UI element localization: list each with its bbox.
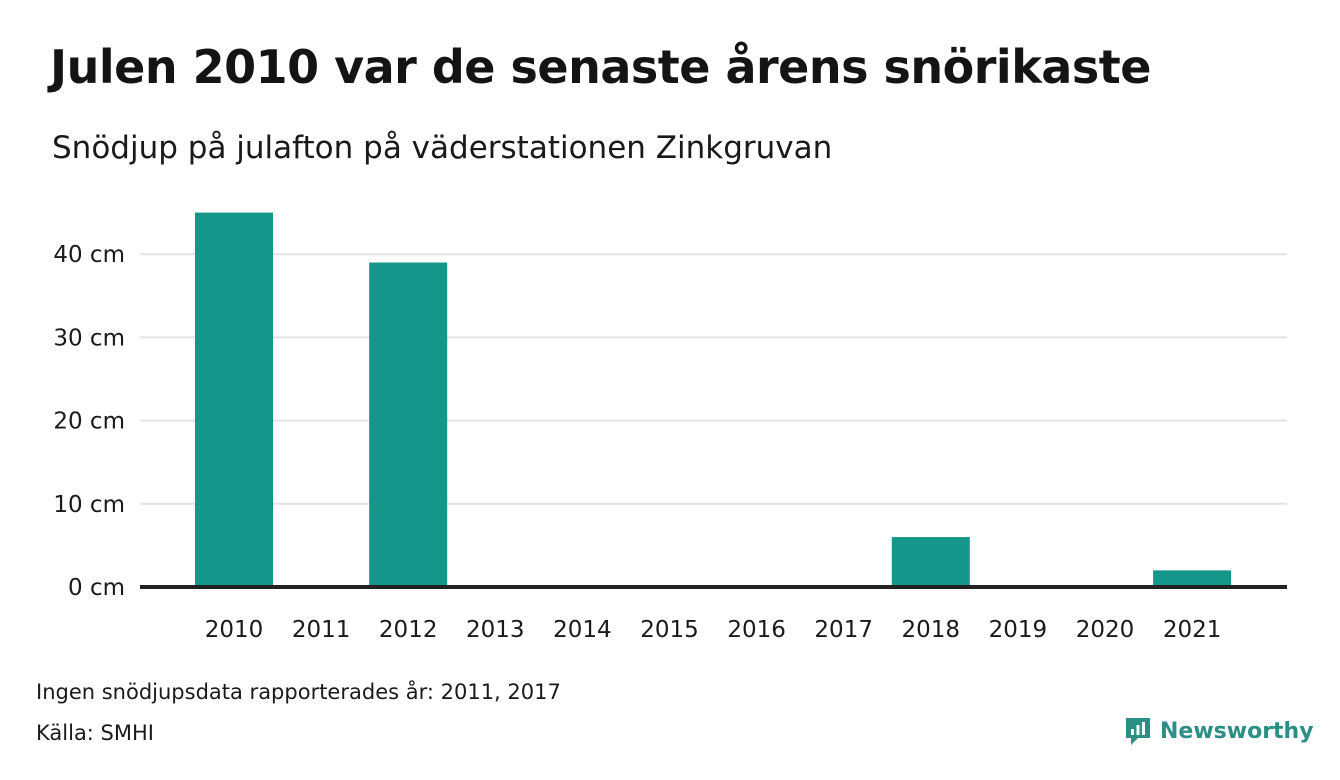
gridlines: [140, 253, 1287, 505]
y-tick-label: 30 cm: [53, 325, 125, 351]
bar-2012: [369, 262, 448, 587]
x-axis-tick-labels: 2010 2011 2012 2013 2014 2015 2016 2017 2018 2019…: [205, 617, 1222, 643]
x-tick-label: 2015: [640, 617, 699, 643]
x-tick-label: 2020: [1076, 617, 1135, 643]
y-tick-label: 40 cm: [53, 242, 125, 268]
x-tick-label: 2010: [205, 617, 264, 643]
x-tick-label: 2016: [727, 617, 786, 643]
x-tick-label: 2011: [292, 617, 351, 643]
y-axis-tick-labels: 0 cm 10 cm 20 cm 30 cm 40 cm: [53, 242, 125, 601]
missing-data-note: Ingen snödjupsdata rapporterades år: 201…: [36, 680, 561, 704]
y-tick-label: 20 cm: [53, 409, 125, 435]
x-tick-label: 2021: [1163, 617, 1222, 643]
bars: [195, 212, 1232, 587]
chart-subtitle: Snödjup på julafton på väderstationen Zi…: [52, 130, 833, 166]
y-tick-label: 0 cm: [68, 575, 125, 601]
x-tick-label: 2019: [989, 617, 1048, 643]
bar-2018: [891, 537, 970, 587]
bar-2010: [195, 212, 273, 587]
newsworthy-logo: Newsworthy: [1124, 716, 1314, 746]
chart-title: Julen 2010 var de senaste årens snörikas…: [50, 40, 1151, 94]
x-tick-label: 2014: [553, 617, 612, 643]
y-tick-label: 10 cm: [53, 492, 125, 518]
bar-2021: [1153, 570, 1232, 587]
brand-name: Newsworthy: [1160, 718, 1314, 744]
x-tick-label: 2017: [814, 617, 873, 643]
source-note: Källa: SMHI: [36, 721, 154, 745]
x-tick-label: 2013: [466, 617, 525, 643]
x-tick-label: 2012: [379, 617, 438, 643]
x-tick-label: 2018: [902, 617, 961, 643]
newsworthy-logo-icon: [1126, 718, 1150, 745]
